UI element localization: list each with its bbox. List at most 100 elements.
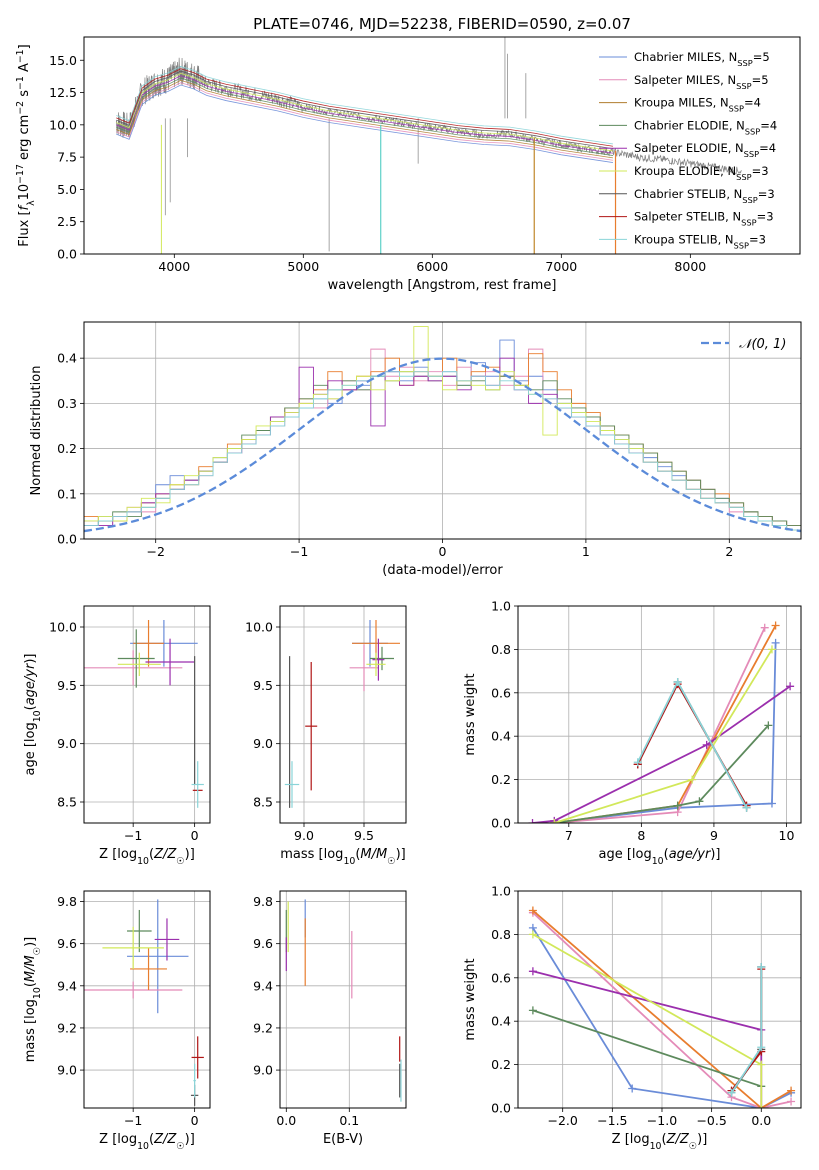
mass-vs-Z-plot	[84, 899, 204, 1106]
weight-vs-age-marker	[702, 740, 711, 749]
residuals-xtick-label: −2	[146, 544, 164, 559]
spectrum-legend-label-part: SSP	[737, 58, 752, 68]
spectrum-model-line	[116, 66, 613, 145]
weight-vs-age-marker	[528, 819, 537, 823]
weight-vs-age-marker	[550, 819, 559, 823]
weight-vs-Z-xtick-label: 0.0	[751, 1113, 771, 1128]
spectrum-legend-label-part: Kroupa MILES, N	[634, 96, 729, 110]
spectrum-ytick-label: 7.5	[57, 150, 77, 165]
spectrum-ylabel-part: −2	[15, 101, 26, 115]
spectrum-model-line	[116, 75, 613, 154]
spectrum-model-line	[116, 72, 613, 152]
age-vs-Z-ytick-label: 10.0	[49, 620, 77, 635]
spectrum-legend-label-part: SSP	[745, 126, 760, 136]
spectrum-legend-label-part: =3	[749, 232, 766, 246]
age-vs-mass-ytick-label: 9.0	[253, 736, 273, 751]
spectrum-legend-label-part: Chabrier ELODIE, N	[634, 118, 745, 132]
weight-vs-Z-marker	[628, 1084, 637, 1093]
age-vs-mass-xlabel-part: ☉	[387, 856, 395, 867]
spectrum-xtick-label: 7000	[545, 259, 577, 274]
weight-vs-age-frame	[517, 605, 802, 824]
weight-vs-Z-frame	[517, 890, 802, 1109]
weight-vs-Z-series-line	[532, 970, 763, 1108]
age-vs-Z-ylabel-part: age [log	[23, 722, 38, 775]
weight-vs-age-marker	[786, 682, 795, 691]
age-vs-Z-frame	[83, 605, 211, 824]
spectrum-legend-label-part: SSP	[736, 81, 751, 91]
spectrum-model-line	[116, 84, 613, 163]
age-vs-Z-xlabel-part: )]	[185, 847, 195, 862]
age-vs-Z-ytick-label: 9.5	[57, 678, 77, 693]
age-vs-mass-xtick-label: 9.5	[354, 828, 374, 843]
weight-vs-age-ytick-label: 0.6	[491, 685, 511, 700]
spectrum-legend-label-part: SSP	[744, 149, 759, 159]
weight-vs-age-marker	[633, 758, 642, 767]
weight-vs-age-ytick-label: 0.8	[491, 642, 511, 657]
weight-vs-age-series-line	[532, 685, 791, 823]
weight-vs-Z-xtick-label: −2.0	[548, 1113, 578, 1128]
weight-vs-age-xlabel-part: age/yr	[669, 847, 712, 862]
mass-vs-Z-axes: −1 09.09.29.49.69.8Z [log10(Z/Z☉)]mass [l…	[23, 890, 211, 1152]
spectrum-model-line	[116, 82, 613, 161]
age-vs-mass-xlabel-part: 10	[343, 856, 355, 867]
spectrum-axes: 4000 5000 6000 7000 8000 0.0 2.5 5.0 7.5 10.0 12.5…	[15, 15, 801, 293]
spectrum-ylabel-part: −17	[15, 164, 26, 184]
residuals-axes: −2 −1 0 1 2 0.0 0.1 0.2 0.3 0.4 (data-model)/error…	[29, 321, 802, 578]
spectrum-legend-label-part: =4	[744, 96, 761, 110]
residuals-xtick-label: −1	[290, 544, 308, 559]
age-vs-mass-plot	[284, 620, 400, 808]
weight-vs-Z-xlabel-part: 10	[650, 1141, 662, 1152]
mass-vs-Z-ylabel-part: )]	[23, 937, 38, 947]
residuals-frame	[83, 321, 802, 540]
age-vs-mass-xlabel-part: )]	[396, 847, 406, 862]
spectrum-legend-label-part: =5	[753, 50, 770, 64]
age-vs-Z-point	[145, 638, 195, 686]
weight-vs-Z-ytick-label: 0.6	[491, 970, 511, 985]
age-vs-Z-ytick-label: 8.5	[57, 795, 77, 810]
age-vs-Z-plot	[84, 620, 204, 808]
spectrum-legend-label-part: SSP	[742, 195, 757, 205]
residuals-plot	[84, 326, 801, 533]
age-vs-mass-point	[366, 652, 386, 676]
mass-vs-ebv-xtick-label: 0.0	[276, 1113, 296, 1128]
mass-vs-Z-xtick-label: −1	[124, 1113, 142, 1128]
spectrum-ylabel-part: A	[17, 63, 32, 76]
spectrum-legend-label: Chabrier STELIB, NSSP=3	[634, 187, 775, 205]
weight-vs-age-xlabel-part: )]	[710, 847, 720, 862]
age-vs-Z-point	[84, 650, 183, 686]
weight-vs-Z-marker	[757, 1104, 766, 1108]
weight-vs-age-marker	[771, 638, 780, 647]
weight-vs-Z-xtick-label: −0.5	[696, 1113, 726, 1128]
weight-vs-age-xtick-label: 7	[565, 828, 573, 843]
age-vs-mass-frame	[279, 605, 407, 824]
mass-vs-ebv-frame	[279, 890, 407, 1109]
weight-vs-age-xlabel-part: (	[664, 847, 669, 862]
weight-vs-Z-marker	[757, 962, 766, 971]
weight-vs-age-marker	[695, 797, 704, 806]
spectrum-ytick-label: 10.0	[49, 117, 77, 132]
spectrum-legend-label-part: =3	[758, 187, 775, 201]
mass-vs-Z-point	[191, 1036, 204, 1079]
mass-vs-Z-xlabel-part: )]	[185, 1132, 195, 1147]
weight-vs-age-ylabel: mass weight	[463, 673, 478, 755]
spectrum-model-line	[116, 70, 613, 149]
spectrum-model-line	[116, 79, 613, 159]
spectrum-legend-label-part: SSP	[734, 240, 749, 250]
mass-vs-ebv-xlabel: E(B-V)	[323, 1132, 363, 1147]
spectrum-ytick-label: 5.0	[57, 182, 77, 197]
age-vs-mass-axes: 9.0 9.5 8.5 9.0 9.5 10.0 mass [log10(M/M☉)]	[245, 605, 407, 867]
mass-vs-Z-ytick-label: 9.8	[57, 894, 77, 909]
weight-vs-Z-xlabel-part: (	[662, 1132, 667, 1147]
weight-vs-age-marker	[760, 623, 769, 632]
weight-vs-age-xtick-label: 10	[779, 828, 795, 843]
spectrum-legend-label-part: =4	[759, 141, 776, 155]
weight-vs-age-marker	[771, 621, 780, 630]
weight-vs-age-marker	[688, 775, 697, 784]
weight-vs-age-series-line	[554, 642, 777, 823]
mass-vs-Z-xtick-label: 0	[191, 1113, 199, 1128]
mass-vs-Z-ytick-label: 9.4	[57, 978, 77, 993]
age-vs-mass-ytick-label: 10.0	[245, 620, 273, 635]
